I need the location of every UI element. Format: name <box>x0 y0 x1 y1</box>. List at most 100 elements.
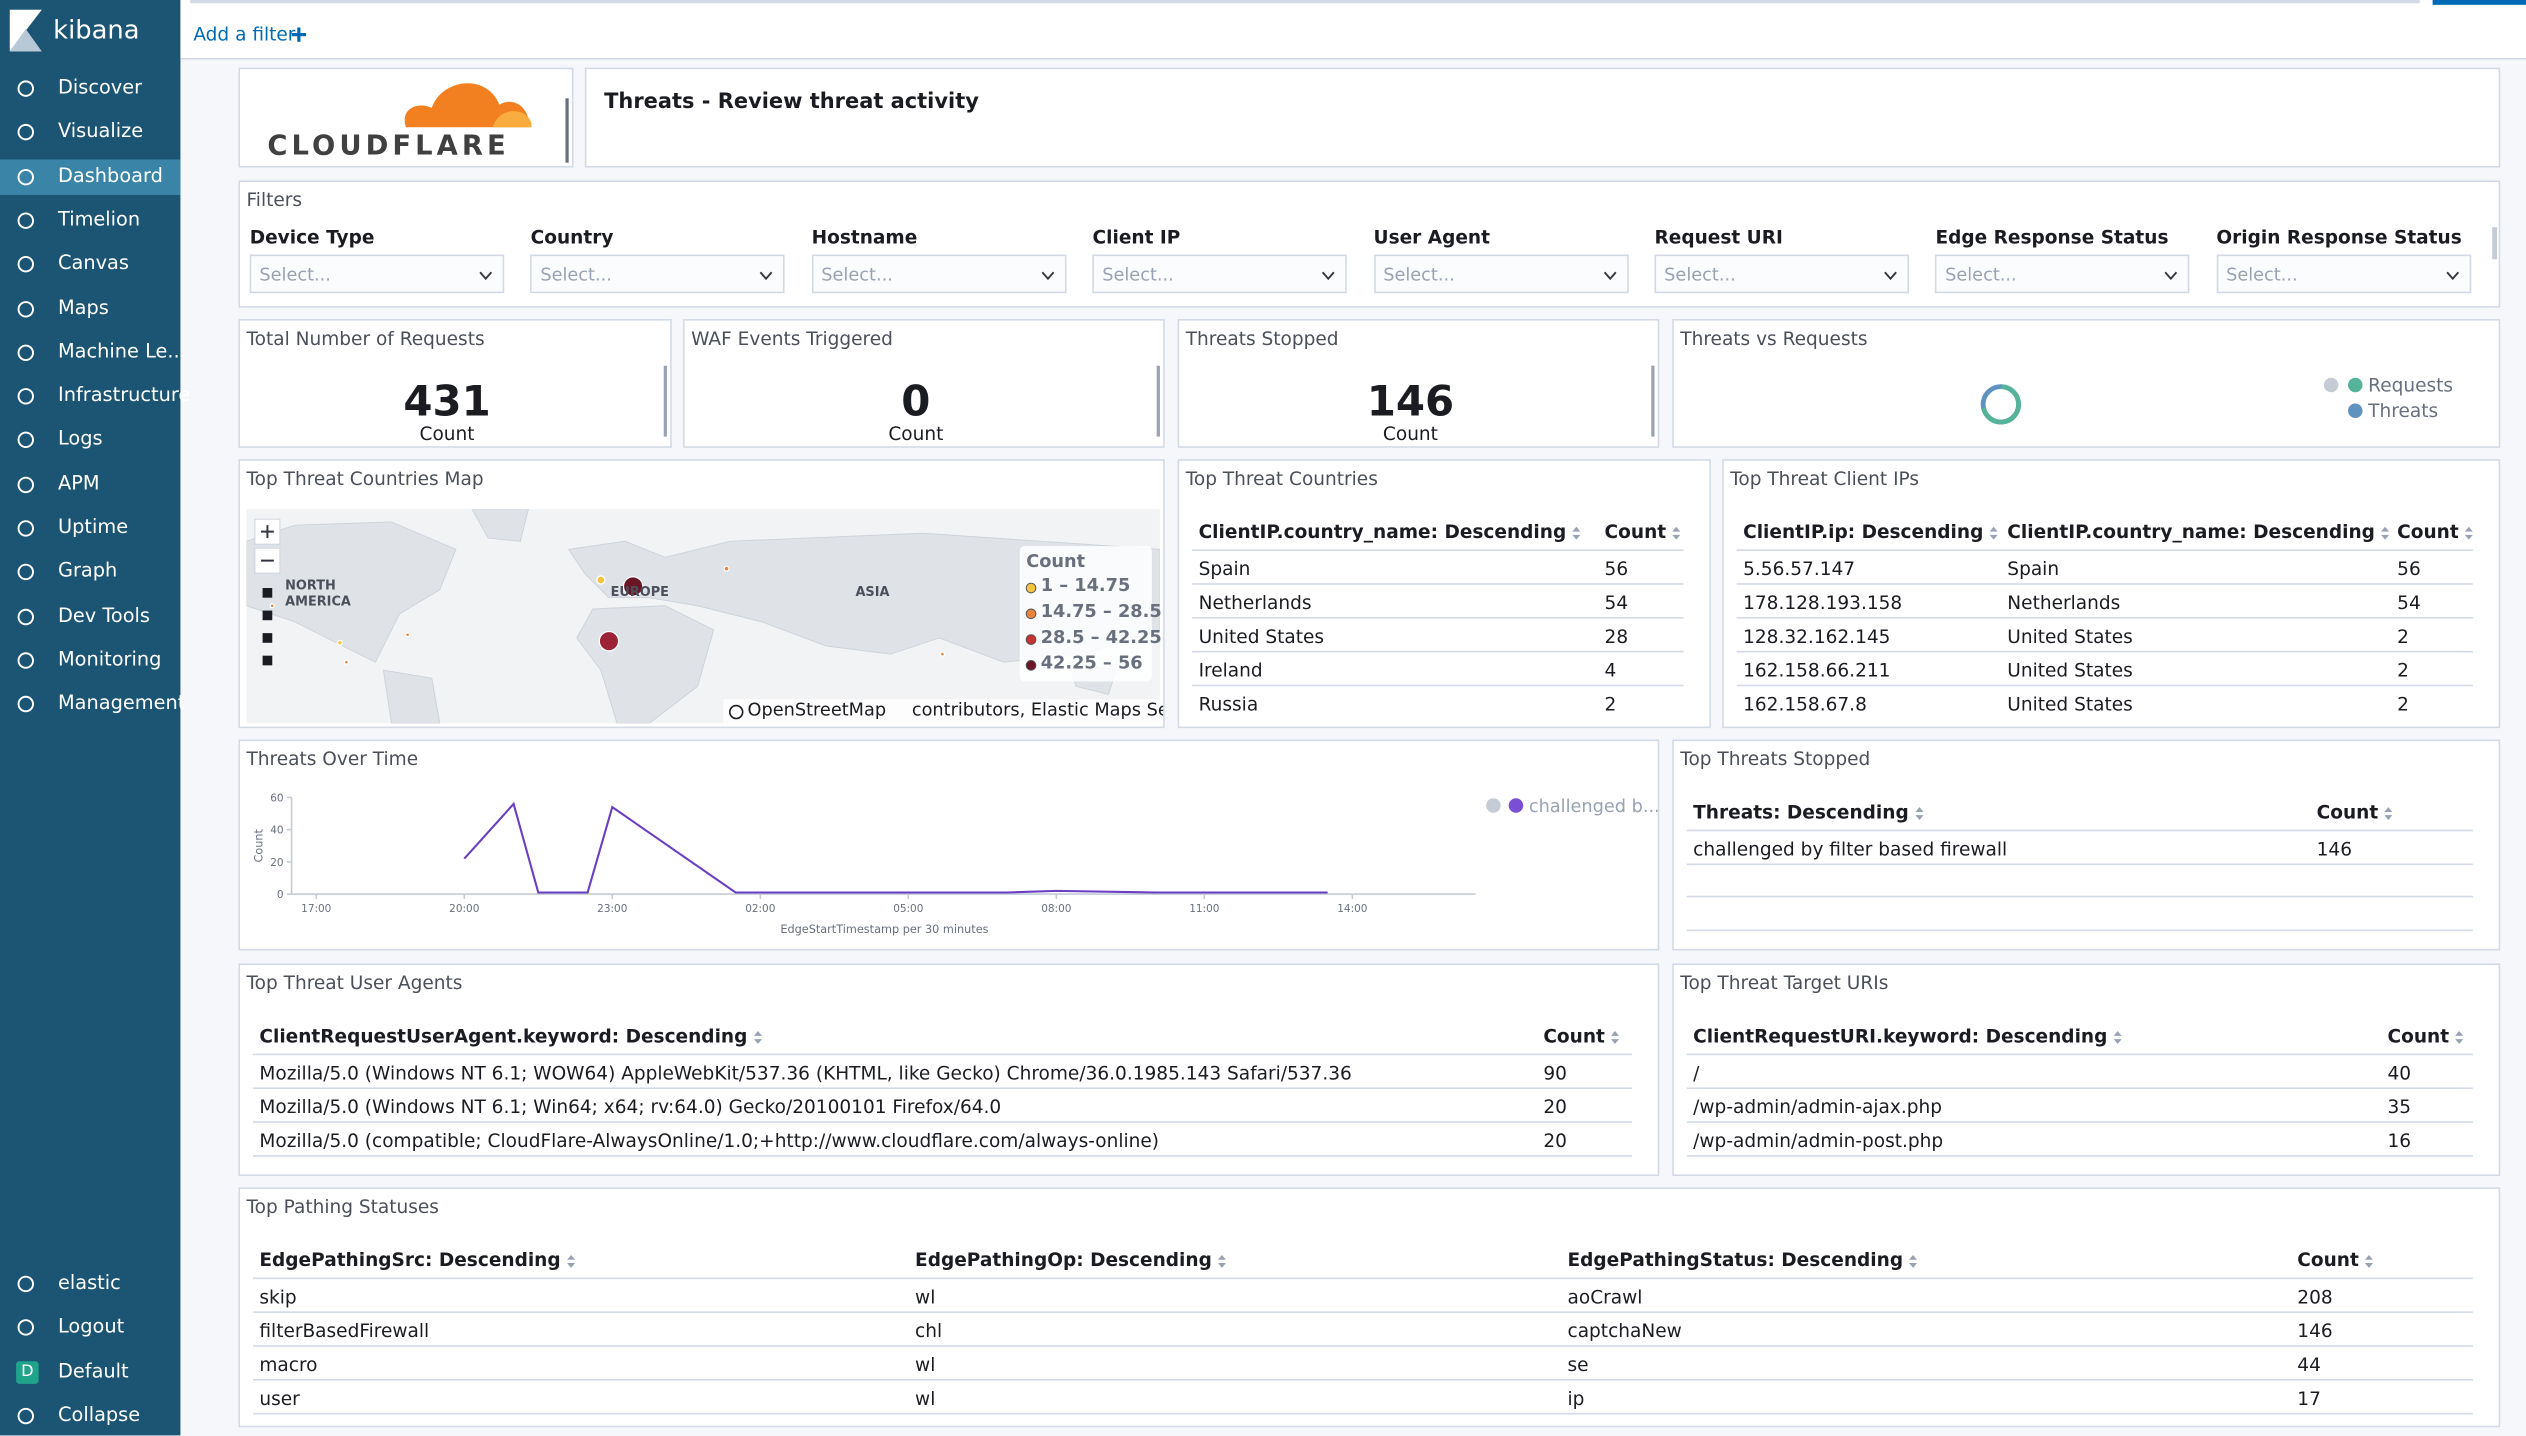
nav-icon <box>17 256 34 273</box>
chevron-icon <box>2165 271 2178 281</box>
nav-footer-item[interactable]: Collapse <box>57 1403 141 1426</box>
column-header[interactable]: Count <box>2297 1248 2359 1272</box>
panel-title: Top Threat Client IPs <box>1730 467 1920 490</box>
icon <box>17 608 34 625</box>
column-header[interactable]: Count <box>2397 520 2459 543</box>
nav-item[interactable]: Visualize <box>57 119 144 143</box>
tool-glyph <box>262 588 273 598</box>
panel-title: Top Threat Target URIs <box>1680 971 1889 994</box>
chevron <box>2446 271 2459 281</box>
row-rule <box>1686 929 2473 932</box>
column-header[interactable]: Threats: Descending <box>1693 800 1909 824</box>
column-header[interactable]: ClientIP.ip: Descending <box>1743 520 1984 543</box>
sort-glyph <box>1909 1254 1918 1268</box>
column-header[interactable]: EdgePathingStatus: Descending <box>1567 1248 1904 1272</box>
attribution-link[interactable]: OpenStreetMap <box>747 699 887 721</box>
map-label: NORTH AMERICA <box>285 578 351 609</box>
chevron <box>1041 271 1054 281</box>
column-header[interactable]: Count <box>1604 520 1667 543</box>
row-rule <box>252 1121 1632 1123</box>
row-rule <box>1686 1121 2473 1123</box>
legend-toggle-icon <box>2323 377 2339 393</box>
sort-glyph <box>1672 526 1681 540</box>
sort-icon <box>2113 1031 2122 1044</box>
column-header[interactable]: Count <box>2387 1024 2450 1048</box>
nav-item[interactable]: Timelion <box>57 207 141 231</box>
chevron <box>1603 271 1616 281</box>
x-tick-label: 20:00 <box>449 903 479 915</box>
nav-item[interactable]: APM <box>57 471 100 495</box>
attribution-text: contributors, Elastic Maps Service <box>911 699 1163 721</box>
select-box[interactable]: Select... <box>249 254 505 294</box>
table-cell: United States <box>2007 625 2133 648</box>
select-placeholder: Select... <box>1664 264 1736 286</box>
table-panel: Top Threat Client IPs ClientIP.ip: Descen… <box>1722 459 2501 729</box>
column-header[interactable]: ClientIP.country_name: Descending <box>2007 520 2375 543</box>
nav-item[interactable]: Maps <box>57 295 109 319</box>
refresh-button-edge[interactable] <box>2432 0 2526 5</box>
column-header[interactable]: Count <box>1543 1024 1605 1048</box>
control-label: Country <box>530 225 614 249</box>
map-attribution: OpenStreetMap contributors, Elastic Maps … <box>723 699 1163 724</box>
legend-swatch <box>1025 634 1037 645</box>
select-box[interactable]: Select... <box>1092 254 1348 294</box>
select-box[interactable]: Select... <box>1373 254 1629 294</box>
legend-swatch <box>1025 582 1037 594</box>
nav-item[interactable]: Infrastructure <box>57 383 191 407</box>
nav-item[interactable]: Uptime <box>57 515 129 539</box>
nav-icon <box>17 696 34 713</box>
nav-item[interactable]: Machine Le... <box>57 339 186 363</box>
nav-item[interactable]: Logs <box>57 427 103 451</box>
select-box[interactable]: Select... <box>811 254 1067 294</box>
legend-label[interactable]: Threats <box>2368 399 2439 423</box>
sort-icon <box>2464 526 2473 540</box>
nav-footer-item[interactable]: elastic <box>57 1271 121 1294</box>
icon <box>17 168 34 185</box>
column-header[interactable]: EdgePathingSrc: Descending <box>259 1248 561 1272</box>
select-box[interactable]: Select... <box>1935 254 2190 294</box>
row-rule <box>1736 583 2473 585</box>
nav-icon <box>17 1319 34 1337</box>
nav-icon <box>17 344 34 361</box>
sort-icon <box>1572 526 1581 540</box>
land <box>382 669 441 724</box>
space-badge: D <box>16 1360 39 1384</box>
column-header[interactable]: EdgePathingOp: Descending <box>915 1248 1212 1272</box>
nav-item[interactable]: Management <box>57 691 186 714</box>
nav-item[interactable]: Graph <box>57 559 118 583</box>
column-header[interactable]: ClientRequestURI.keyword: Descending <box>1693 1024 2108 1048</box>
row-rule <box>252 1345 2473 1347</box>
legend-label[interactable]: Requests <box>2368 373 2454 397</box>
column-header[interactable]: Count <box>2316 800 2379 824</box>
add-filter[interactable]: Add a filter <box>193 22 296 46</box>
sort-glyph <box>2381 526 2390 540</box>
table-cell: Mozilla/5.0 (Windows NT 6.1; Win64; x64;… <box>259 1095 1002 1119</box>
map-label: EUROPE <box>610 584 669 600</box>
nav-item[interactable]: Monitoring <box>57 647 162 670</box>
panel-title: Total Number of Requests <box>246 327 485 350</box>
cloud-shape <box>404 83 529 128</box>
nav-item[interactable]: Dev Tools <box>57 603 150 627</box>
table-cell: se <box>1567 1353 1589 1376</box>
sidebar <box>0 0 181 1436</box>
draw-tool <box>262 588 273 598</box>
nav-item[interactable]: Discover <box>57 75 143 99</box>
table-cell: Mozilla/5.0 (compatible; CloudFlare-Alwa… <box>259 1129 1159 1152</box>
select-placeholder: Select... <box>1945 264 2017 286</box>
nav-item[interactable]: Canvas <box>57 251 129 275</box>
nav-item[interactable]: Dashboard <box>57 163 163 187</box>
select-box[interactable]: Select... <box>2216 254 2471 294</box>
select-box[interactable]: Select... <box>1654 254 1910 294</box>
row-rule <box>252 1087 1632 1090</box>
column-header[interactable]: ClientRequestUserAgent.keyword: Descendi… <box>259 1024 748 1048</box>
map-marker <box>939 651 946 657</box>
table-cell: filterBasedFirewall <box>259 1319 430 1342</box>
nav-active <box>0 158 181 195</box>
nav-footer-item[interactable]: Default <box>57 1359 129 1382</box>
metric-panel: WAF Events Triggered 0 Count <box>683 318 1165 448</box>
nav-footer-item[interactable]: Logout <box>57 1315 125 1338</box>
top-bar <box>180 0 2526 60</box>
select-box[interactable]: Select... <box>530 254 786 294</box>
column-header[interactable]: ClientIP.country_name: Descending <box>1198 520 1567 543</box>
table-cell: 56 <box>2397 557 2421 580</box>
